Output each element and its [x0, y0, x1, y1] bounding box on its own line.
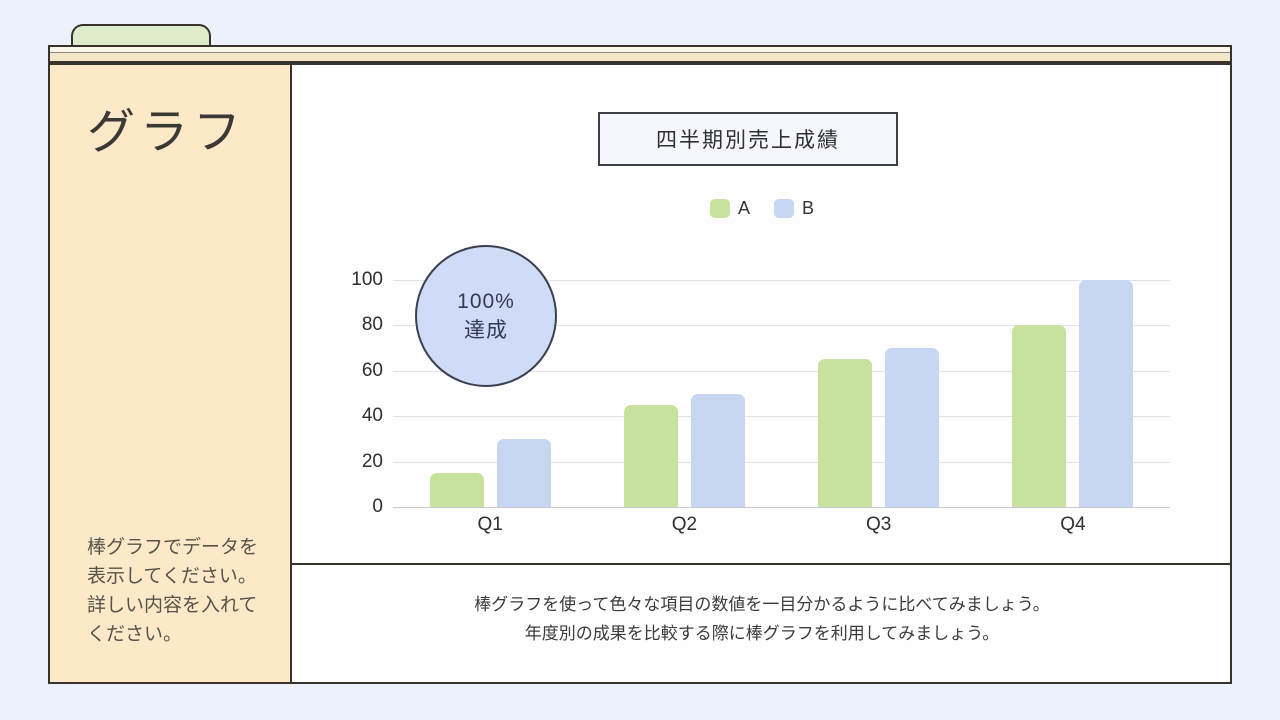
bar-A-Q4 [1012, 325, 1067, 507]
page-title: グラフ [87, 106, 247, 159]
bar-A-Q1 [429, 472, 484, 507]
folder-rail-stripe [50, 52, 1230, 61]
bar-B-Q3 [885, 348, 940, 507]
legend-swatch-icon [709, 198, 730, 218]
y-axis-tick: 40 [361, 405, 383, 427]
x-axis-label: Q4 [1060, 514, 1086, 535]
legend-label: B [802, 197, 815, 218]
panel-divider [290, 563, 1232, 565]
y-axis-tick: 80 [361, 314, 383, 336]
badge-line: 100% [457, 290, 515, 313]
bar-A-Q2 [623, 404, 678, 507]
y-axis-tick: 20 [361, 450, 383, 472]
sidebar: グラフ 棒グラフでデータを 表示してください。 詳しい内容を入れて ください。 [50, 65, 292, 682]
y-axis-tick: 60 [361, 359, 383, 381]
x-axis-label: Q2 [671, 514, 698, 535]
achievement-badge: 100% 達成 [415, 245, 557, 387]
bar-B-Q1 [496, 438, 551, 507]
chart-title: 四半期別売上成績 [656, 129, 840, 152]
gridline [393, 461, 1170, 463]
badge-line: 達成 [464, 319, 508, 342]
bar-B-Q2 [690, 393, 745, 507]
chart-title-box: 四半期別売上成績 [598, 112, 898, 166]
folder-rail [48, 45, 1232, 63]
folder-tab [71, 24, 211, 48]
y-axis-tick: 100 [351, 269, 383, 290]
caption-line: 年度別の成果を比較する際に棒グラフを利用してみましょう。 [524, 624, 1000, 643]
sidebar-note-line: 棒グラフでデータを [87, 537, 259, 558]
caption: 棒グラフを使って色々な項目の数値を一目分かるように比べてみましょう。 年度別の成… [292, 590, 1232, 648]
gridline [393, 325, 1170, 327]
legend-swatch-icon [774, 198, 794, 218]
caption-line: 棒グラフを使って色々な項目の数値を一目分かるように比べてみましょう。 [474, 595, 1050, 614]
bar-A-Q3 [818, 359, 873, 507]
sidebar-note-line: 表示してください。 [87, 566, 257, 587]
legend-item-B: B [774, 198, 814, 219]
y-axis-tick: 0 [372, 496, 383, 517]
x-axis-label: Q1 [477, 514, 503, 535]
sidebar-note-line: ください。 [87, 624, 183, 645]
legend-label: A [737, 197, 750, 218]
gridline [393, 370, 1170, 372]
bar-B-Q4 [1079, 280, 1134, 507]
sidebar-note-line: 詳しい内容を入れて [87, 595, 258, 616]
gridline [393, 280, 1170, 281]
x-axis-label: Q3 [865, 514, 892, 535]
sidebar-note: 棒グラフでデータを 表示してください。 詳しい内容を入れて ください。 [87, 533, 258, 649]
gridline [393, 416, 1170, 418]
legend-item-A: A [709, 197, 750, 219]
gridline [393, 507, 1170, 508]
